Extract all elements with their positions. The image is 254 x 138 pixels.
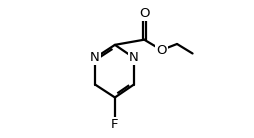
Text: F: F bbox=[111, 118, 119, 131]
Text: O: O bbox=[156, 43, 167, 57]
Text: N: N bbox=[129, 51, 139, 64]
Text: N: N bbox=[90, 51, 100, 64]
Text: O: O bbox=[139, 7, 150, 20]
